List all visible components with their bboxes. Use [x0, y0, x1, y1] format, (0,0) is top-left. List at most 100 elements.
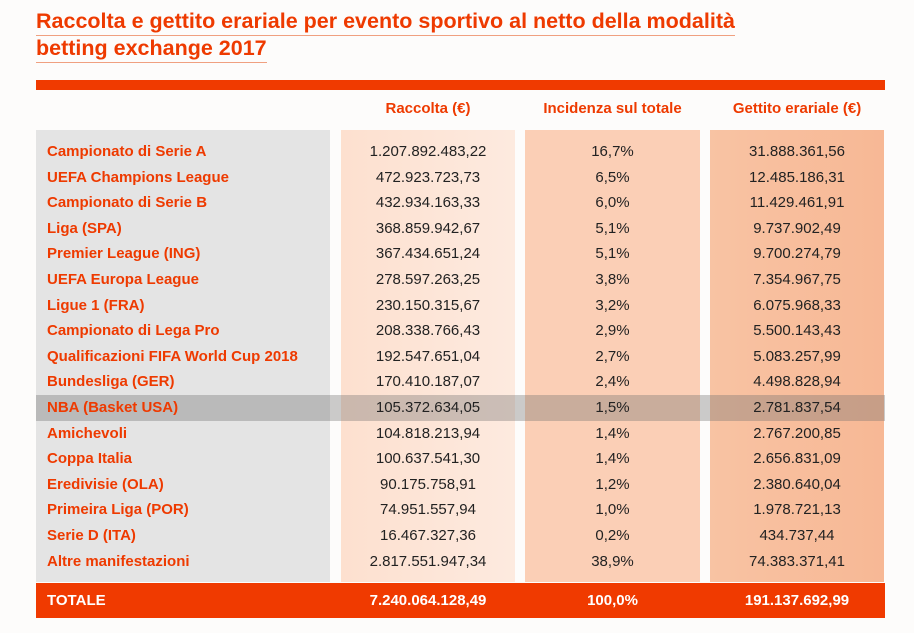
cell-incidenza: 3,8%	[595, 271, 630, 288]
cell-incidenza: 1,5%	[595, 399, 630, 416]
cell-incidenza: 0,2%	[595, 527, 630, 544]
header-incidenza: Incidenza sul totale	[543, 100, 682, 117]
row-label: Premier League (ING)	[47, 245, 201, 263]
cell-raccolta: 170.410.187,07	[375, 373, 481, 391]
table-row: Eredivisie (OLA) 90.175.758,91 1,2% 2.380.6…	[36, 472, 885, 498]
total-gettito: 191.137.692,99	[744, 592, 850, 609]
table-row: Qualificazioni FIFA World Cup 2018 192.54…	[36, 344, 885, 370]
cell-incidenza: 1,4%	[595, 450, 630, 468]
row-label: Serie D (ITA)	[47, 527, 136, 544]
cell-incidenza: 3,2%	[595, 296, 630, 314]
cell-gettito: 5.500.143,43	[753, 322, 841, 340]
cell-incidenza: 5,1%	[595, 219, 630, 237]
cell-gettito: 434.737,44	[759, 527, 835, 544]
cell-incidenza: 1,4%	[595, 424, 630, 442]
row-label: Ligue 1 (FRA)	[47, 296, 145, 314]
total-row: TOTALE 7.240.064.128,49 100,0% 191.137.6…	[36, 583, 885, 618]
label-column-bg	[36, 130, 330, 582]
cell-gettito: 5.083.257,99	[753, 347, 841, 365]
row-label: UEFA Champions League	[47, 168, 229, 186]
header-raccolta: Raccolta (€)	[385, 100, 471, 117]
cell-incidenza: 38,9%	[591, 552, 634, 570]
cell-incidenza: 2,9%	[595, 322, 630, 340]
header-gettito: Gettito erariale (€)	[732, 100, 862, 117]
table-row: NBA (Basket USA) 105.372.634,05 1,5% 2.781.…	[36, 395, 885, 421]
cell-gettito: 2.380.640,04	[753, 475, 841, 493]
cell-raccolta: 2.817.551.947,34	[369, 552, 487, 570]
table-row: Serie D (ITA) 16.467.327,36 0,2% 434.737,44	[36, 523, 885, 549]
table-row: Bundesliga (GER) 170.410.187,07 2,4% 4.498.…	[36, 369, 885, 395]
page-title-line-1: Raccolta e gettito erariale per evento s…	[36, 8, 735, 36]
table-row: Campionato di Serie A 1.207.892.483,22 16,…	[36, 139, 885, 165]
cell-gettito: 12.485.186,31	[749, 168, 845, 186]
table-row: Premier League (ING) 367.434.651,24 5,1% 9.…	[36, 241, 885, 267]
cell-gettito: 74.383.371,41	[749, 552, 845, 570]
cell-incidenza: 2,4%	[595, 373, 630, 391]
row-label: Qualificazioni FIFA World Cup 2018	[47, 347, 298, 365]
table-row: UEFA Europa League 278.597.263,25 3,8% 7.35…	[36, 267, 885, 293]
table-row: Coppa Italia 100.637.541,30 1,4% 2.656.831,…	[36, 446, 885, 472]
cell-raccolta: 90.175.758,91	[380, 475, 476, 493]
cell-raccolta: 104.818.213,94	[375, 424, 481, 442]
total-incidenza: 100,0%	[587, 592, 638, 609]
cell-gettito: 7.354.967,75	[753, 271, 841, 288]
cell-incidenza: 6,5%	[595, 168, 630, 186]
table-row: Ligue 1 (FRA) 230.150.315,67 3,2% 6.075.968…	[36, 293, 885, 319]
cell-incidenza: 16,7%	[591, 143, 634, 160]
cell-gettito: 4.498.828,94	[753, 373, 841, 391]
gettito-column-bg	[710, 130, 884, 582]
cell-gettito: 11.429.461,91	[749, 194, 845, 212]
header-bar	[36, 80, 885, 90]
incidenza-column-bg	[525, 130, 700, 582]
cell-gettito: 31.888.361,56	[749, 143, 845, 160]
cell-raccolta: 432.934.163,33	[375, 194, 481, 212]
cell-gettito: 2.767.200,85	[753, 424, 841, 442]
row-label: Primeira Liga (POR)	[47, 501, 189, 519]
row-label: Amichevoli	[47, 424, 128, 442]
row-label: Campionato di Lega Pro	[47, 322, 220, 340]
raccolta-column-bg	[341, 130, 515, 582]
row-label: Liga (SPA)	[47, 219, 122, 237]
total-label: TOTALE	[47, 592, 106, 609]
row-label: Altre manifestazioni	[47, 552, 190, 570]
cell-gettito: 6.075.968,33	[753, 296, 841, 314]
cell-raccolta: 278.597.263,25	[375, 271, 481, 288]
cell-incidenza: 5,1%	[595, 245, 630, 263]
row-label: Coppa Italia	[47, 450, 133, 468]
cell-gettito: 1.978.721,13	[753, 501, 841, 519]
cell-raccolta: 74.951.557,94	[380, 501, 476, 519]
table-row: Campionato di Serie B 432.934.163,33 6,0% 1…	[36, 190, 885, 216]
table-row: Primeira Liga (POR) 74.951.557,94 1,0% 1.97…	[36, 497, 885, 523]
cell-raccolta: 16.467.327,36	[380, 527, 476, 544]
cell-raccolta: 230.150.315,67	[375, 296, 481, 314]
table-row: Amichevoli 104.818.213,94 1,4% 2.767.200,85	[36, 421, 885, 447]
cell-incidenza: 1,2%	[595, 475, 630, 493]
cell-raccolta: 208.338.766,43	[375, 322, 481, 340]
cell-gettito: 9.700.274,79	[753, 245, 841, 263]
row-label: Eredivisie (OLA)	[47, 475, 164, 493]
cell-gettito: 9.737.902,49	[753, 219, 841, 237]
cell-incidenza: 6,0%	[595, 194, 630, 212]
cell-raccolta: 368.859.942,67	[375, 219, 481, 237]
cell-incidenza: 2,7%	[595, 347, 630, 365]
cell-raccolta: 1.207.892.483,22	[369, 143, 487, 160]
table-row: Campionato di Lega Pro 208.338.766,43 2,9%…	[36, 318, 885, 344]
cell-gettito: 2.781.837,54	[753, 399, 841, 416]
cell-raccolta: 472.923.723,73	[375, 168, 481, 186]
row-label: Campionato di Serie B	[47, 194, 208, 212]
row-label: Campionato di Serie A	[47, 143, 207, 160]
cell-raccolta: 367.434.651,24	[375, 245, 481, 263]
cell-raccolta: 192.547.651,04	[375, 347, 481, 365]
cell-raccolta: 100.637.541,30	[375, 450, 481, 468]
cell-gettito: 2.656.831,09	[753, 450, 841, 468]
cell-raccolta: 105.372.634,05	[375, 399, 481, 416]
row-label: NBA (Basket USA)	[47, 399, 179, 416]
page-title-line-2: betting exchange 2017	[36, 35, 267, 63]
total-raccolta: 7.240.064.128,49	[369, 592, 487, 609]
row-label: UEFA Europa League	[47, 271, 199, 288]
table-row: UEFA Champions League 472.923.723,73 6,5% 1…	[36, 165, 885, 191]
row-label: Bundesliga (GER)	[47, 373, 175, 391]
table-row: Altre manifestazioni 2.817.551.947,34 38,9…	[36, 549, 885, 575]
table-row: Liga (SPA) 368.859.942,67 5,1% 9.737.902,49	[36, 216, 885, 242]
cell-incidenza: 1,0%	[595, 501, 630, 519]
